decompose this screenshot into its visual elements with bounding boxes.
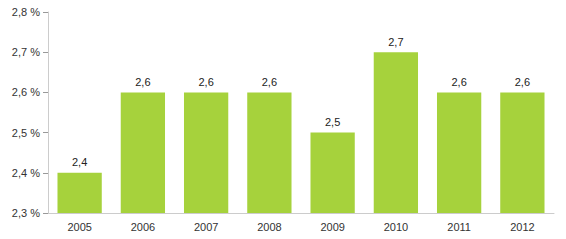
svg-text:2,7 %: 2,7 % — [12, 46, 40, 58]
svg-text:2,5: 2,5 — [325, 116, 340, 128]
svg-text:2,3 %: 2,3 % — [12, 207, 40, 219]
svg-text:2011: 2011 — [447, 221, 471, 233]
svg-text:2,5 %: 2,5 % — [12, 127, 40, 139]
svg-text:2,6: 2,6 — [515, 76, 530, 88]
svg-text:2,6: 2,6 — [262, 76, 277, 88]
svg-text:2,6: 2,6 — [135, 76, 150, 88]
svg-text:2010: 2010 — [384, 221, 408, 233]
svg-text:2,7: 2,7 — [388, 36, 403, 48]
svg-text:2006: 2006 — [131, 221, 155, 233]
svg-text:2008: 2008 — [257, 221, 281, 233]
svg-text:2,4: 2,4 — [72, 156, 87, 168]
svg-text:2009: 2009 — [320, 221, 344, 233]
svg-text:2,6 %: 2,6 % — [12, 86, 40, 98]
svg-text:2012: 2012 — [510, 221, 534, 233]
svg-text:2,4 %: 2,4 % — [12, 167, 40, 179]
svg-text:2005: 2005 — [67, 221, 91, 233]
svg-text:2,6: 2,6 — [198, 76, 213, 88]
svg-text:2007: 2007 — [194, 221, 218, 233]
svg-text:2,6: 2,6 — [451, 76, 466, 88]
svg-text:2,8 %: 2,8 % — [12, 6, 40, 18]
